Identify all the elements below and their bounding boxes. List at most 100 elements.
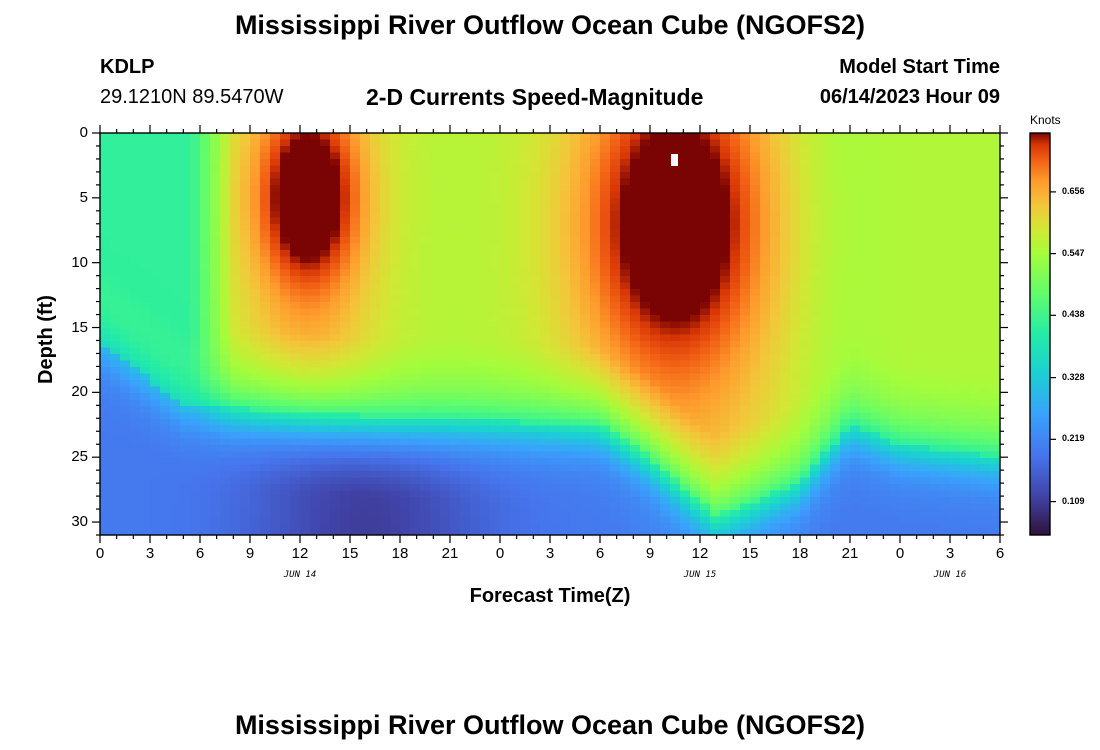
heatmap-cell [520, 451, 531, 459]
heatmap-cell [850, 230, 861, 238]
heatmap-cell [850, 263, 861, 270]
heatmap-cell [180, 133, 191, 140]
heatmap-cell [690, 419, 701, 426]
heatmap-cell [270, 341, 281, 348]
heatmap-cell [280, 237, 291, 244]
heatmap-cell [500, 172, 511, 179]
heatmap-cell [860, 523, 871, 530]
heatmap-cell [180, 146, 191, 153]
heatmap-cell [210, 451, 221, 459]
heatmap-cell [460, 367, 471, 374]
heatmap-cell [240, 230, 251, 238]
heatmap-cell [810, 328, 821, 335]
heatmap-cell [130, 477, 141, 485]
heatmap-cell [840, 471, 851, 478]
heatmap-cell [510, 289, 521, 296]
heatmap-cell [360, 458, 371, 465]
heatmap-cell [620, 354, 631, 361]
heatmap-cell [510, 295, 521, 303]
heatmap-cell [820, 529, 831, 535]
heatmap-cell [260, 484, 271, 491]
heatmap-cell [590, 516, 601, 524]
heatmap-cell [430, 458, 441, 465]
heatmap-cell [110, 503, 121, 511]
heatmap-cell [110, 523, 121, 530]
heatmap-cell [610, 269, 621, 277]
heatmap-cell [240, 373, 251, 381]
heatmap-cell [520, 360, 531, 368]
heatmap-cell [660, 172, 671, 179]
heatmap-cell [830, 282, 841, 290]
heatmap-cell [110, 341, 121, 348]
heatmap-cell [880, 516, 891, 524]
heatmap-cell [810, 464, 821, 472]
heatmap-cell [830, 191, 841, 199]
heatmap-cell [420, 224, 431, 231]
heatmap-cell [270, 308, 281, 316]
heatmap-cell [640, 165, 651, 173]
heatmap-cell [340, 159, 351, 166]
heatmap-cell [360, 412, 371, 420]
heatmap-cell [470, 471, 481, 478]
heatmap-cell [480, 185, 491, 192]
heatmap-cell [320, 399, 331, 407]
heatmap-cell [660, 471, 671, 478]
heatmap-cell [500, 146, 511, 153]
heatmap-cell [590, 412, 601, 420]
heatmap-cell [820, 217, 831, 225]
heatmap-cell [520, 276, 531, 283]
heatmap-cell [530, 276, 541, 283]
heatmap-cell [550, 516, 561, 524]
heatmap-cell [520, 172, 531, 179]
heatmap-cell [190, 295, 201, 303]
heatmap-cell [430, 185, 441, 192]
heatmap-cell [850, 380, 861, 387]
heatmap-cell [170, 334, 181, 342]
heatmap-cell [690, 373, 701, 381]
heatmap-cell [640, 302, 651, 309]
heatmap-cell [820, 321, 831, 329]
heatmap-cell [890, 146, 901, 153]
heatmap-cell [380, 341, 391, 348]
heatmap-cell [630, 406, 641, 413]
heatmap-cell [450, 256, 461, 264]
heatmap-cell [780, 438, 791, 446]
heatmap-cell [150, 178, 161, 186]
heatmap-cell [670, 211, 681, 218]
heatmap-cell [130, 159, 141, 166]
heatmap-cell [490, 471, 501, 478]
heatmap-cell [890, 256, 901, 264]
heatmap-cell [720, 146, 731, 153]
heatmap-cell [420, 230, 431, 238]
heatmap-cell [810, 432, 821, 439]
heatmap-cell [260, 198, 271, 205]
heatmap-cell [840, 315, 851, 322]
heatmap-cell [260, 276, 271, 283]
heatmap-cell [180, 165, 191, 173]
heatmap-cell [810, 510, 821, 517]
heatmap-cell [680, 464, 691, 472]
heatmap-cell [750, 438, 761, 446]
heatmap-cell [230, 269, 241, 277]
heatmap-cell [600, 165, 611, 173]
heatmap-cell [660, 510, 671, 517]
heatmap-cell [330, 438, 341, 446]
heatmap-cell [230, 172, 241, 179]
heatmap-cell [510, 263, 521, 270]
heatmap-cell [660, 341, 671, 348]
heatmap-cell [770, 516, 781, 524]
heatmap-cell [490, 412, 501, 420]
heatmap-cell [860, 451, 871, 459]
heatmap-cell [660, 406, 671, 413]
heatmap-cell [280, 191, 291, 199]
heatmap-cell [700, 237, 711, 244]
heatmap-cell [460, 282, 471, 290]
heatmap-cell [660, 412, 671, 420]
heatmap-cell [700, 217, 711, 225]
heatmap-cell [120, 458, 131, 465]
heatmap-cell [810, 321, 821, 329]
heatmap-cell [370, 412, 381, 420]
heatmap-cell [490, 172, 501, 179]
heatmap-cell [320, 360, 331, 368]
heatmap-cell [820, 445, 831, 452]
